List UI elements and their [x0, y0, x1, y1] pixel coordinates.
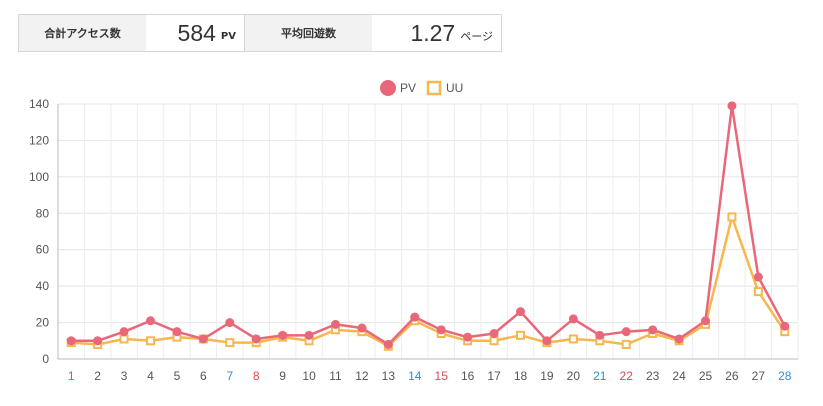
y-tick-label: 20 — [36, 316, 50, 330]
data-point-pv — [489, 329, 499, 338]
x-tick-label: 27 — [752, 369, 766, 383]
data-point-uu — [225, 338, 235, 348]
x-tick-label: 24 — [672, 369, 686, 383]
data-point-pv — [331, 319, 340, 329]
data-point-pv — [621, 327, 631, 337]
data-point-pv — [383, 339, 393, 349]
data-point-pv — [198, 334, 208, 344]
x-tick-label: 25 — [699, 369, 713, 383]
y-tick-label: 40 — [36, 279, 50, 293]
x-tick-label: 19 — [540, 369, 554, 383]
data-point-pv — [701, 316, 710, 326]
x-tick-label: 9 — [279, 369, 286, 383]
legend-pv-marker — [380, 80, 396, 96]
data-point-pv — [568, 314, 578, 324]
data-point-pv — [119, 327, 129, 337]
data-point-pv — [463, 332, 473, 342]
data-point-uu — [489, 336, 499, 346]
x-tick-label: 10 — [302, 369, 316, 383]
legend-pv-label: PV — [400, 81, 416, 95]
data-point-uu — [753, 287, 763, 297]
x-tick-label: 2 — [94, 369, 101, 383]
data-point-pv — [436, 325, 446, 335]
x-tick-label: 18 — [514, 369, 528, 383]
data-point-uu — [119, 334, 129, 344]
x-tick-label: 22 — [620, 369, 634, 383]
x-tick-label: 1 — [68, 369, 75, 383]
x-tick-label: 23 — [646, 369, 660, 383]
summary-panel: 合計アクセス数 584 PV 平均回遊数 1.27 ページ — [18, 14, 502, 52]
data-point-pv — [357, 323, 367, 333]
data-point-pv — [66, 336, 76, 346]
x-tick-label: 28 — [778, 369, 792, 383]
total-access-value-cell: 584 PV — [146, 15, 245, 51]
data-point-pv — [780, 321, 790, 331]
data-point-pv — [727, 101, 737, 111]
series-line-uu — [71, 215, 786, 348]
data-point-pv — [278, 330, 288, 340]
data-point-pv — [648, 325, 658, 335]
y-tick-label: 60 — [36, 243, 50, 257]
x-tick-label: 11 — [329, 369, 342, 383]
x-tick-label: 16 — [461, 369, 475, 383]
y-tick-label: 140 — [29, 97, 49, 111]
data-point-pv — [93, 336, 103, 346]
data-point-uu — [146, 336, 155, 346]
data-point-pv — [410, 312, 420, 322]
x-tick-label: 6 — [200, 369, 207, 383]
series-line-pv — [71, 104, 786, 346]
x-tick-label: 12 — [355, 369, 369, 383]
total-access-label: 合計アクセス数 — [19, 15, 146, 51]
data-point-pv — [146, 316, 155, 326]
data-point-pv — [595, 330, 605, 340]
x-tick-label: 5 — [174, 369, 181, 383]
avg-visits-label: 平均回遊数 — [245, 15, 372, 51]
data-point-uu — [727, 212, 737, 222]
y-tick-label: 0 — [42, 352, 49, 366]
y-tick-label: 80 — [36, 206, 50, 220]
x-tick-label: 7 — [226, 369, 233, 383]
x-tick-label: 13 — [382, 369, 396, 383]
x-tick-label: 21 — [593, 369, 607, 383]
avg-visits-value-cell: 1.27 ページ — [372, 15, 501, 51]
y-tick-label: 120 — [29, 133, 49, 147]
legend-uu-marker — [426, 80, 442, 96]
x-tick-label: 20 — [567, 369, 581, 383]
y-tick-label: 100 — [29, 170, 49, 184]
total-access-value: 584 — [177, 19, 216, 46]
avg-visits-value: 1.27 — [410, 19, 456, 46]
data-point-pv — [542, 336, 552, 346]
data-point-uu — [516, 330, 525, 340]
x-tick-label: 3 — [121, 369, 128, 383]
x-tick-label: 17 — [487, 369, 501, 383]
total-access-unit: PV — [220, 30, 236, 42]
avg-visits-unit: ページ — [460, 30, 493, 43]
x-tick-label: 26 — [725, 369, 739, 383]
data-point-pv — [251, 334, 261, 344]
x-tick-label: 4 — [147, 369, 154, 383]
data-point-pv — [225, 318, 235, 328]
x-tick-label: 15 — [435, 369, 449, 383]
legend-uu-label: UU — [446, 81, 463, 95]
data-point-pv — [172, 327, 182, 337]
data-point-pv — [304, 330, 314, 340]
data-point-uu — [621, 339, 631, 349]
x-tick-label: 8 — [253, 369, 260, 383]
x-tick-label: 14 — [408, 369, 422, 383]
data-point-pv — [753, 272, 763, 282]
data-point-pv — [674, 334, 684, 344]
data-point-uu — [568, 334, 578, 344]
data-point-pv — [516, 307, 525, 317]
